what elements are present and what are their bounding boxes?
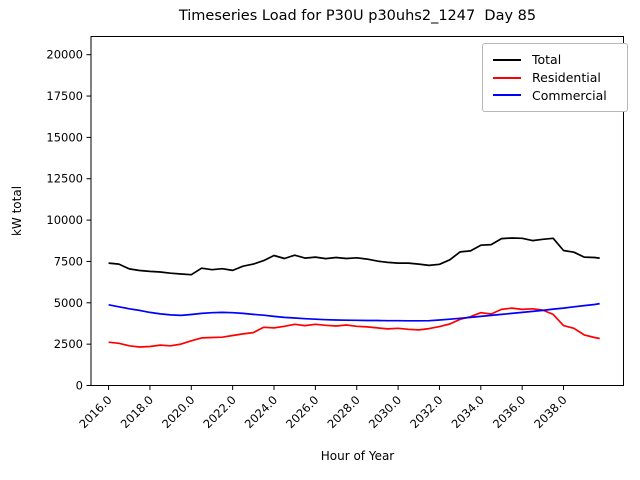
svg-text:2036.0: 2036.0 [490,393,528,431]
svg-text:2500: 2500 [54,337,83,351]
chart-title: Timeseries Load for P30U p30uhs2_1247 Da… [178,8,537,24]
svg-text:2038.0: 2038.0 [531,393,569,431]
svg-text:0: 0 [76,379,83,393]
legend: Total Residential Commercial [482,43,628,112]
svg-text:10000: 10000 [46,213,83,227]
legend-label-total: Total [532,52,562,68]
legend-line-total-icon [493,58,521,61]
svg-text:2022.0: 2022.0 [200,393,238,431]
svg-text:2026.0: 2026.0 [283,393,321,431]
svg-text:5000: 5000 [54,296,83,310]
svg-text:2034.0: 2034.0 [449,393,487,431]
svg-text:15000: 15000 [46,130,83,144]
svg-text:2018.0: 2018.0 [118,393,156,431]
svg-text:2032.0: 2032.0 [407,393,445,431]
legend-label-residential: Residential [532,70,601,85]
svg-text:7500: 7500 [54,254,83,268]
legend-label-commercial: Commercial [532,87,607,103]
legend-entry-commercial: Commercial [493,86,617,104]
legend-line-commercial-icon [493,94,521,97]
x-axis-label: Hour of Year [320,449,395,463]
svg-text:17500: 17500 [46,89,83,103]
svg-text:2024.0: 2024.0 [242,393,280,431]
svg-text:2020.0: 2020.0 [159,393,197,431]
legend-entry-residential: Residential [493,69,617,87]
legend-entry-total: Total [493,51,617,69]
svg-text:2028.0: 2028.0 [324,393,362,431]
svg-text:20000: 20000 [46,48,83,62]
legend-line-residential-icon [493,76,521,79]
svg-text:12500: 12500 [46,172,83,186]
svg-text:2030.0: 2030.0 [366,393,404,431]
svg-text:2016.0: 2016.0 [76,393,114,431]
y-axis-label: kW total [10,185,24,237]
